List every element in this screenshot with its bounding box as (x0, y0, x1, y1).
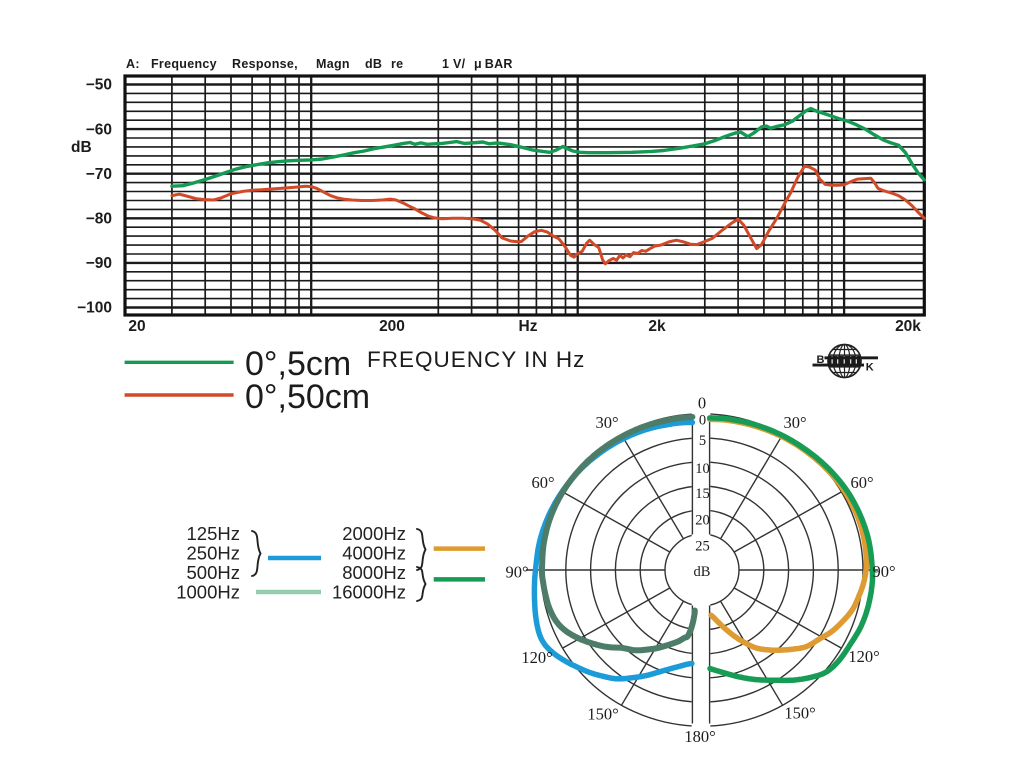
svg-text:−80: −80 (86, 211, 112, 228)
svg-text:A:: A: (126, 57, 140, 71)
svg-text:180°: 180° (684, 727, 715, 746)
svg-text:0°,50cm: 0°,50cm (245, 378, 370, 416)
svg-text:μ BAR: μ BAR (474, 57, 513, 71)
svg-text:4000Hz: 4000Hz (342, 543, 406, 564)
svg-text:1 V/: 1 V/ (442, 57, 466, 71)
svg-text:−100: −100 (77, 300, 112, 317)
svg-text:25: 25 (695, 539, 710, 555)
svg-text:30°: 30° (783, 413, 806, 432)
svg-text:dB: dB (694, 564, 711, 580)
svg-text:2k: 2k (648, 318, 666, 335)
svg-text:5: 5 (699, 433, 706, 449)
svg-text:8000Hz: 8000Hz (342, 562, 406, 583)
svg-text:250Hz: 250Hz (187, 543, 240, 564)
svg-text:150°: 150° (784, 704, 815, 723)
svg-text:2000Hz: 2000Hz (342, 523, 406, 544)
svg-text:0°,5cm: 0°,5cm (245, 345, 351, 383)
svg-text:−50: −50 (86, 77, 112, 94)
svg-text:120°: 120° (521, 648, 552, 667)
svg-text:20: 20 (695, 512, 710, 528)
svg-text:−90: −90 (86, 255, 112, 272)
svg-text:re: re (391, 57, 403, 71)
svg-text:B: B (817, 354, 825, 366)
svg-text:125Hz: 125Hz (187, 523, 240, 544)
svg-text:Hz: Hz (519, 318, 538, 335)
svg-text:20: 20 (128, 318, 145, 335)
svg-text:−70: −70 (86, 166, 112, 183)
svg-text:120°: 120° (848, 647, 879, 666)
svg-text:15: 15 (695, 486, 710, 502)
svg-text:150°: 150° (587, 705, 618, 724)
svg-text:16000Hz: 16000Hz (332, 582, 406, 603)
svg-text:K: K (866, 362, 874, 374)
svg-text:500Hz: 500Hz (187, 562, 240, 583)
svg-text:Magn: Magn (316, 57, 350, 71)
svg-text:0: 0 (699, 413, 706, 429)
svg-text:60°: 60° (850, 473, 873, 492)
svg-text:1000Hz: 1000Hz (176, 582, 240, 603)
svg-text:0: 0 (698, 394, 706, 413)
svg-text:30°: 30° (595, 413, 618, 432)
svg-text:20k: 20k (895, 318, 921, 335)
svg-text:90°: 90° (505, 563, 528, 582)
svg-text:dB: dB (71, 139, 92, 156)
svg-text:FREQUENCY IN Hz: FREQUENCY IN Hz (367, 347, 585, 372)
svg-text:60°: 60° (531, 473, 554, 492)
svg-text:10: 10 (695, 461, 710, 477)
svg-text:dB: dB (365, 57, 382, 71)
svg-text:Frequency: Frequency (151, 57, 217, 71)
svg-text:−60: −60 (86, 121, 112, 138)
svg-text:90°: 90° (872, 562, 895, 581)
svg-text:Response,: Response, (232, 57, 298, 71)
svg-text:200: 200 (379, 318, 405, 335)
